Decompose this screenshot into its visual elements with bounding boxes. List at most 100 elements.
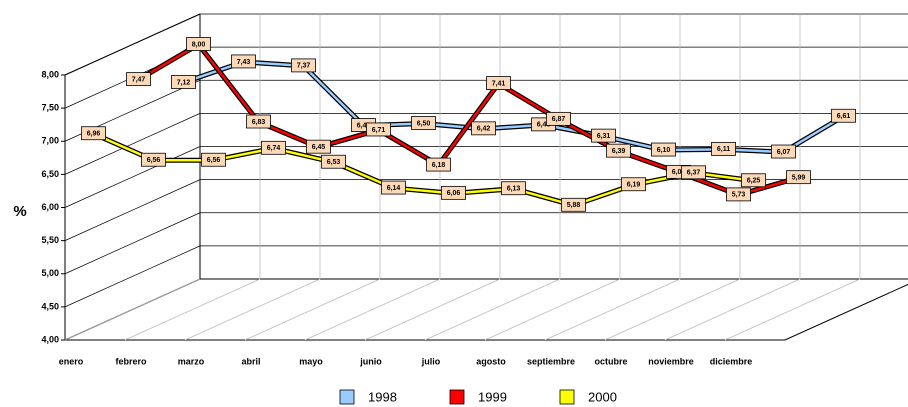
grid-line [64,13,201,76]
data-label: 6,14 [387,185,401,192]
data-label-box [681,165,706,180]
data-label-box [306,139,331,154]
data-label: 6,06 [447,190,461,197]
grid-line [64,245,201,308]
data-label: 6,37 [687,170,701,177]
grid-line [64,146,201,208]
y-tick-label: 6,00 [41,202,59,212]
data-label: 6,47 [357,122,371,129]
data-label: 6,50 [417,120,431,127]
data-label: 6,42 [477,126,491,133]
data-label: 7,12 [177,79,191,86]
data-label: 7,37 [297,63,311,70]
x-tick-label: junio [359,356,382,366]
floor-line [664,278,801,341]
data-label: 6,10 [657,147,671,154]
data-label-box [471,121,496,136]
data-label: 8,00 [192,41,206,48]
data-label: 6,19 [627,182,641,189]
data-label-box [486,76,511,90]
y-axis-label: % [13,203,26,220]
data-label-box [141,152,166,167]
data-label: 5,88 [567,202,581,209]
floor-line [724,278,861,341]
x-tick-label: abril [241,356,260,366]
data-label: 6,61 [837,113,851,120]
data-label-box [231,54,256,69]
data-label-box [321,154,346,169]
series-line-outline [182,59,845,155]
data-label-box [81,126,106,141]
x-tick-label: julio [421,356,441,366]
floor-line [484,278,621,341]
x-tick-label: mayo [299,356,323,366]
data-label: 6,11 [717,146,730,153]
x-tick-label: diciembre [710,356,753,366]
data-label-box [261,140,286,155]
legend-label: 2000 [588,389,617,404]
data-label: 6,18 [432,162,446,169]
data-label: 6,56 [147,157,161,164]
data-label-box [546,111,571,126]
data-label-box [126,72,151,87]
x-tick-label: febrero [115,356,147,366]
data-label: 7,43 [237,59,251,66]
data-label: 6,87 [552,116,566,123]
grid-line [64,212,201,275]
data-label-box [291,58,316,73]
legend-swatch [449,389,465,405]
y-tick-label: 8,00 [41,69,59,79]
data-label: 6,48 [537,122,551,129]
floor-line [364,278,501,341]
floor-line [244,278,381,341]
grid-line [64,179,201,241]
data-label: 6,39 [612,148,626,155]
y-tick-label: 6,50 [41,169,59,179]
floor-line [604,278,741,341]
data-label-box [771,144,796,159]
data-label-box [501,181,526,196]
x-tick-label: marzo [178,356,205,366]
data-label: 6,71 [372,127,386,134]
data-label-box [621,177,646,192]
legend-swatch [339,389,355,405]
data-label-box [606,143,631,158]
data-label-box [711,141,736,156]
data-label-box [411,116,436,130]
data-label-box [726,187,751,202]
data-label-box [591,128,616,143]
data-label-box [201,152,226,167]
y-tick-label: 4,00 [41,334,59,344]
y-tick-label: 5,00 [41,268,59,278]
x-tick-label: enero [59,356,84,366]
data-label-box [741,173,766,188]
data-label-box [186,37,211,51]
data-label: 6,83 [252,119,266,126]
data-label: 6,07 [777,149,791,156]
data-label: 6,45 [312,144,326,151]
floor [64,278,908,341]
y-tick-label: 7,50 [41,103,59,113]
floor-line [64,278,201,341]
legend-label: 1999 [478,389,507,404]
data-label-box [426,157,451,172]
y-tick-label: 4,50 [41,301,59,311]
legend-label: 1998 [368,389,397,404]
x-tick-label: octubre [594,356,627,366]
y-tick-label: 5,50 [41,235,59,245]
floor-line [124,278,261,341]
data-label-box [171,75,196,89]
floor-line [304,278,441,341]
floor-line [544,278,681,341]
data-label-box [831,108,856,123]
data-label: 6,96 [87,131,101,138]
data-label-box [561,197,586,212]
data-label: 7,47 [132,76,146,83]
data-label: 6,74 [267,145,281,152]
data-label: 6,25 [747,178,761,185]
data-label: 6,53 [327,159,341,166]
floor-line [184,278,321,341]
data-label: 6,13 [507,186,521,193]
data-label: 5,73 [732,192,746,199]
